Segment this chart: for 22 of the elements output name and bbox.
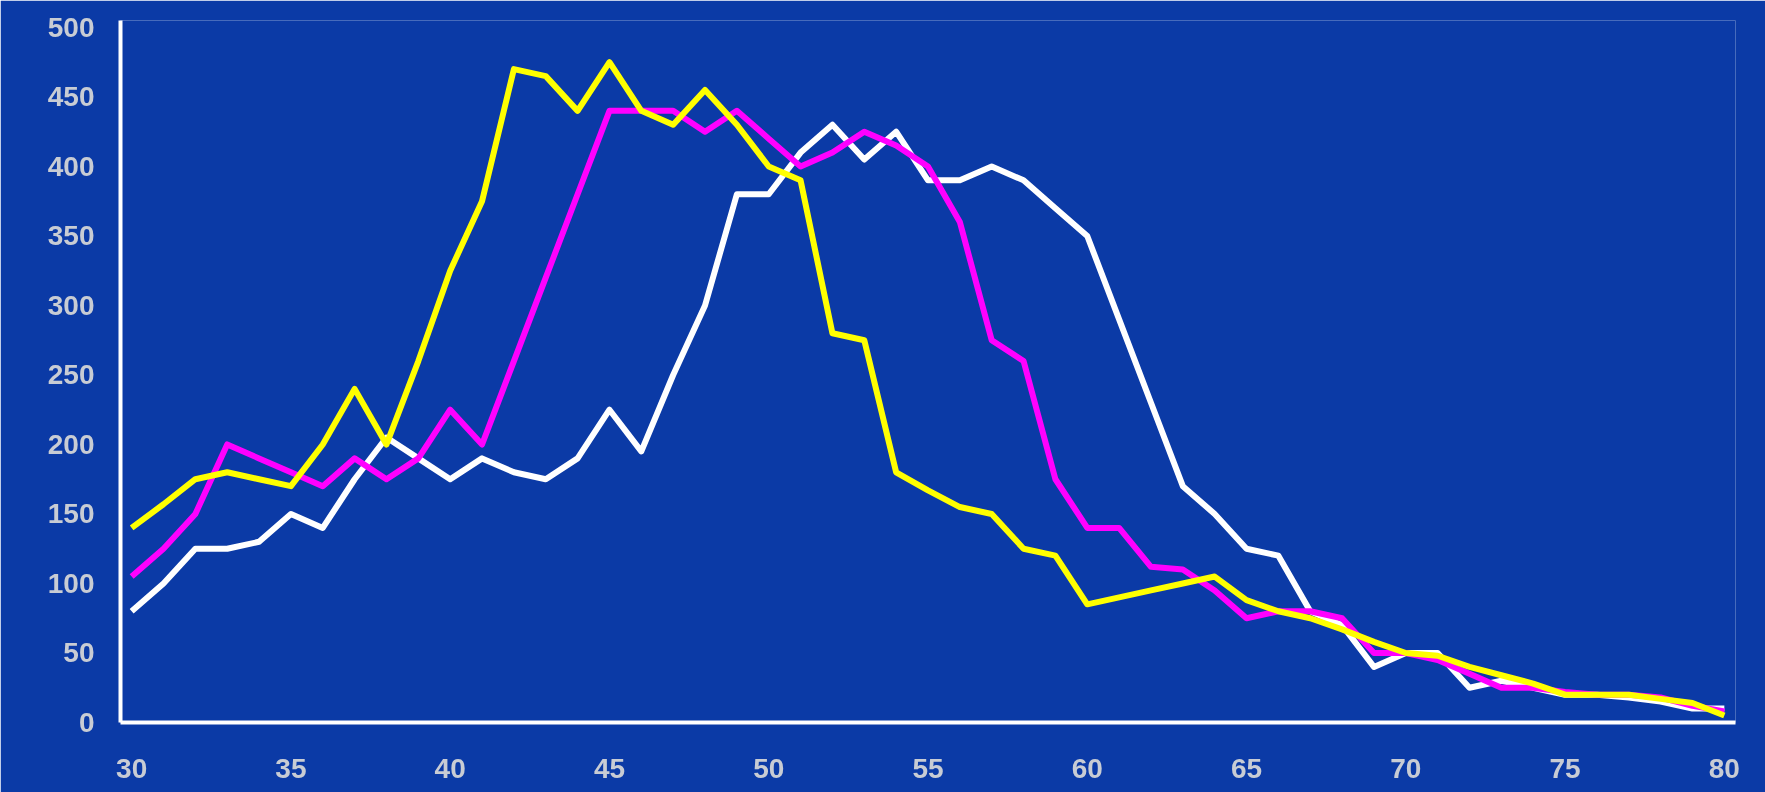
- x-tick-label: 55: [912, 752, 944, 784]
- x-tick-label: 30: [116, 752, 148, 784]
- x-tick-label: 80: [1708, 752, 1740, 784]
- x-tick-label: 60: [1071, 752, 1103, 784]
- x-tick-label: 50: [753, 752, 785, 784]
- x-tick-label: 75: [1549, 752, 1581, 784]
- y-tick-label: 0: [78, 707, 95, 738]
- x-tick-label: 70: [1390, 752, 1422, 784]
- y-tick-label: 100: [47, 567, 95, 599]
- y-tick-label: 300: [47, 289, 95, 321]
- y-tick-label: 500: [47, 11, 95, 43]
- y-tick-label: 200: [47, 428, 95, 460]
- x-tick-label: 65: [1230, 752, 1263, 784]
- x-tick-label: 40: [434, 752, 466, 784]
- x-tick-label: 45: [593, 752, 626, 784]
- y-tick-label: 50: [63, 637, 95, 669]
- y-tick-label: 150: [47, 498, 95, 530]
- y-tick-label: 400: [47, 150, 95, 182]
- y-tick-label: 350: [47, 220, 95, 252]
- x-tick-label: 35: [275, 752, 307, 784]
- y-tick-label: 450: [47, 81, 95, 113]
- y-tick-label: 250: [47, 359, 95, 391]
